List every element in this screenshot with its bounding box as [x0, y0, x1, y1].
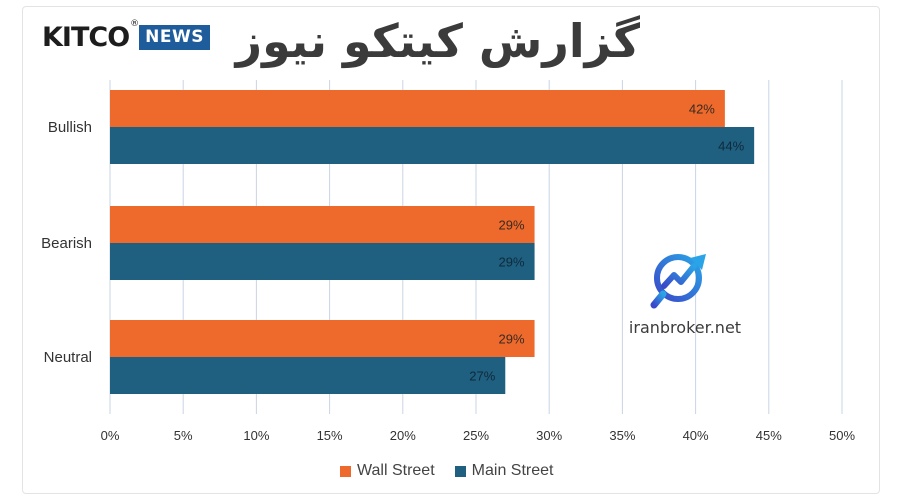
x-tick-label: 0%: [101, 428, 120, 443]
legend-swatch-wall-street: [340, 465, 351, 477]
data-label: 42%: [689, 102, 715, 117]
legend-label-main-street: Main Street: [471, 462, 554, 479]
bar-main-street: [110, 243, 535, 280]
legend-swatch-main-street: [454, 465, 466, 477]
legend-item-wall-street: Wall Street: [340, 462, 435, 480]
x-tick-label: 40%: [683, 428, 709, 443]
category-label: Bullish: [48, 119, 92, 136]
x-tick-label: 15%: [317, 428, 343, 443]
logo-news-badge: NEWS: [139, 24, 210, 50]
watermark-text: iranbroker.net: [628, 318, 742, 337]
x-tick-label: 45%: [756, 428, 782, 443]
x-tick-label: 30%: [536, 428, 562, 443]
registered-mark: ®: [130, 18, 139, 29]
bar-main-street: [110, 357, 506, 394]
bar-wall-street: [110, 90, 725, 127]
data-label: 29%: [499, 332, 525, 347]
x-tick-label: 25%: [463, 428, 489, 443]
data-label: 44%: [718, 139, 744, 154]
bar-wall-street: [110, 206, 535, 243]
category-label: Bearish: [41, 235, 92, 252]
x-tick-label: 10%: [243, 428, 269, 443]
category-label: Neutral: [44, 349, 92, 366]
watermark: iranbroker.net: [620, 248, 750, 337]
chart-legend: Wall Street Main Street: [340, 460, 553, 482]
bar-wall-street: [110, 320, 535, 357]
data-label: 29%: [499, 255, 525, 270]
x-tick-label: 50%: [829, 428, 855, 443]
bar-main-street: [110, 127, 755, 164]
legend-item-main-street: Main Street: [454, 462, 554, 480]
logo-kitco-text: KITCO ®: [42, 18, 139, 53]
x-tick-label: 5%: [174, 428, 193, 443]
data-label: 27%: [469, 369, 495, 384]
data-label: 29%: [499, 218, 525, 233]
x-tick-label: 20%: [390, 428, 416, 443]
kitco-news-logo: KITCO ® NEWS: [42, 18, 210, 53]
legend-label-wall-street: Wall Street: [357, 462, 435, 479]
chart-magnifier-icon: [650, 254, 706, 309]
x-tick-label: 35%: [609, 428, 635, 443]
page-title: گزارش کیتکو نیوز: [235, 14, 640, 68]
